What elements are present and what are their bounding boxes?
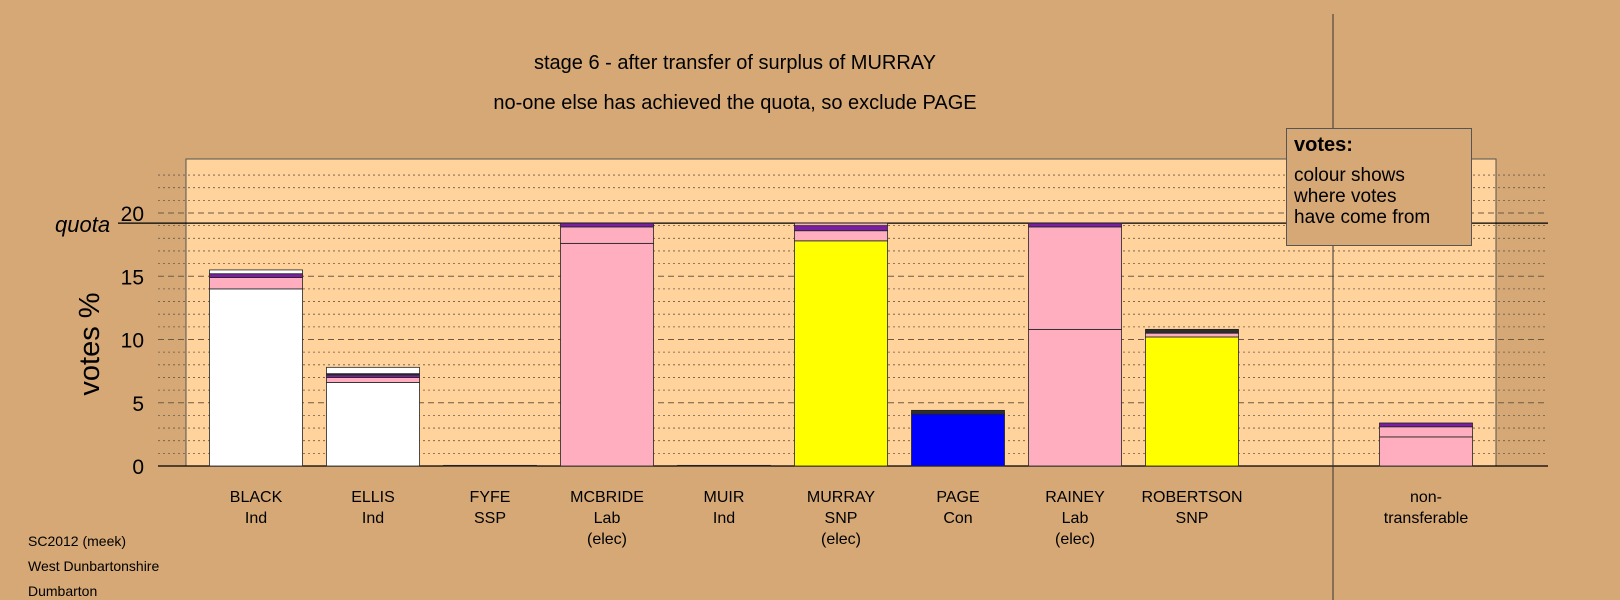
bar-segment [1145,336,1239,467]
footer-council: West Dunbartonshire [28,558,160,574]
bar-segment [911,413,1005,467]
footer-election: SC2012 (meek) [28,533,127,549]
bar-segment [794,230,888,242]
x-tick-label: Ind [245,510,267,527]
bar-ellis [326,366,420,467]
x-tick-label: ELLIS [351,489,395,506]
bar-segment [794,225,888,232]
bar-segment [560,222,654,228]
legend-text: colour shows where votes have come from [1294,165,1431,228]
x-tick-label: Con [943,510,972,527]
bar-murray [794,222,888,467]
y-tick-label: 0 [132,456,144,479]
x-tick-label: (elec) [821,531,861,548]
x-tick-label: (elec) [1055,531,1095,548]
x-tick-label: Ind [713,510,735,527]
bar-segment [1028,226,1122,330]
bar-segment [1379,436,1473,467]
x-tick-label: FYFE [470,489,511,506]
bar-segment [326,377,420,383]
bar-segment [209,273,303,278]
bar-segment [1379,426,1473,438]
x-tick-label: BLACK [230,489,283,506]
footer-ward: Dumbarton [28,583,98,599]
bar-muir [677,464,771,467]
legend-box: votes: colour shows where votes have com… [1286,128,1472,246]
x-tick-label: Ind [362,510,384,527]
x-tick-label: (elec) [587,531,627,548]
bar-segment [794,240,888,467]
x-tick-label: ROBERTSON [1141,489,1242,506]
chart-subtitle: no-one else has achieved the quota, so e… [493,92,977,114]
bar-segment [1145,332,1239,338]
chart-title: stage 6 - after transfer of surplus of M… [533,52,936,74]
bar-nontransferable [1379,422,1473,467]
bar-segment [209,269,303,275]
bar-segment [326,366,420,375]
bar-mcbride [560,222,654,467]
bar-segment [911,409,1005,415]
y-tick-label: 15 [121,266,144,289]
bar-segment [443,464,537,467]
legend-heading: votes: [1294,134,1353,156]
bar-segment [209,277,303,290]
x-tick-label: Lab [1062,510,1089,527]
bar-segment [1028,222,1122,228]
x-tick-label: SNP [1176,510,1209,527]
bar-rainey [1028,222,1122,467]
bar-segment [209,288,303,467]
x-tick-label: SNP [825,510,858,527]
bar-segment [560,226,654,244]
bar-black [209,269,303,467]
x-tick-label: transferable [1384,510,1469,527]
x-tick-label: SSP [474,510,506,527]
bar-page [911,409,1005,467]
y-tick-label: 20 [121,203,144,226]
bar-robertson [1145,328,1239,467]
x-tick-label: PAGE [936,489,979,506]
bar-segment [1145,328,1239,334]
bar-segment [326,382,420,467]
bar-segment [794,222,888,227]
x-tick-label: Lab [594,510,621,527]
x-tick-label: RAINEY [1045,489,1105,506]
x-tick-label: non- [1410,489,1442,506]
y-tick-label: 5 [132,393,144,416]
bar-segment [1379,422,1473,428]
bar-segment [1028,328,1122,467]
x-tick-label: MURRAY [807,489,875,506]
y-tick-label: 10 [121,330,144,353]
y-axis-label: votes % [74,292,106,395]
x-tick-label: MUIR [704,489,745,506]
bar-segment [677,464,771,467]
quota-label: quota [55,212,110,237]
bar-segment [560,242,654,467]
bar-fyfe [443,464,537,467]
x-tick-label: MCBRIDE [570,489,644,506]
